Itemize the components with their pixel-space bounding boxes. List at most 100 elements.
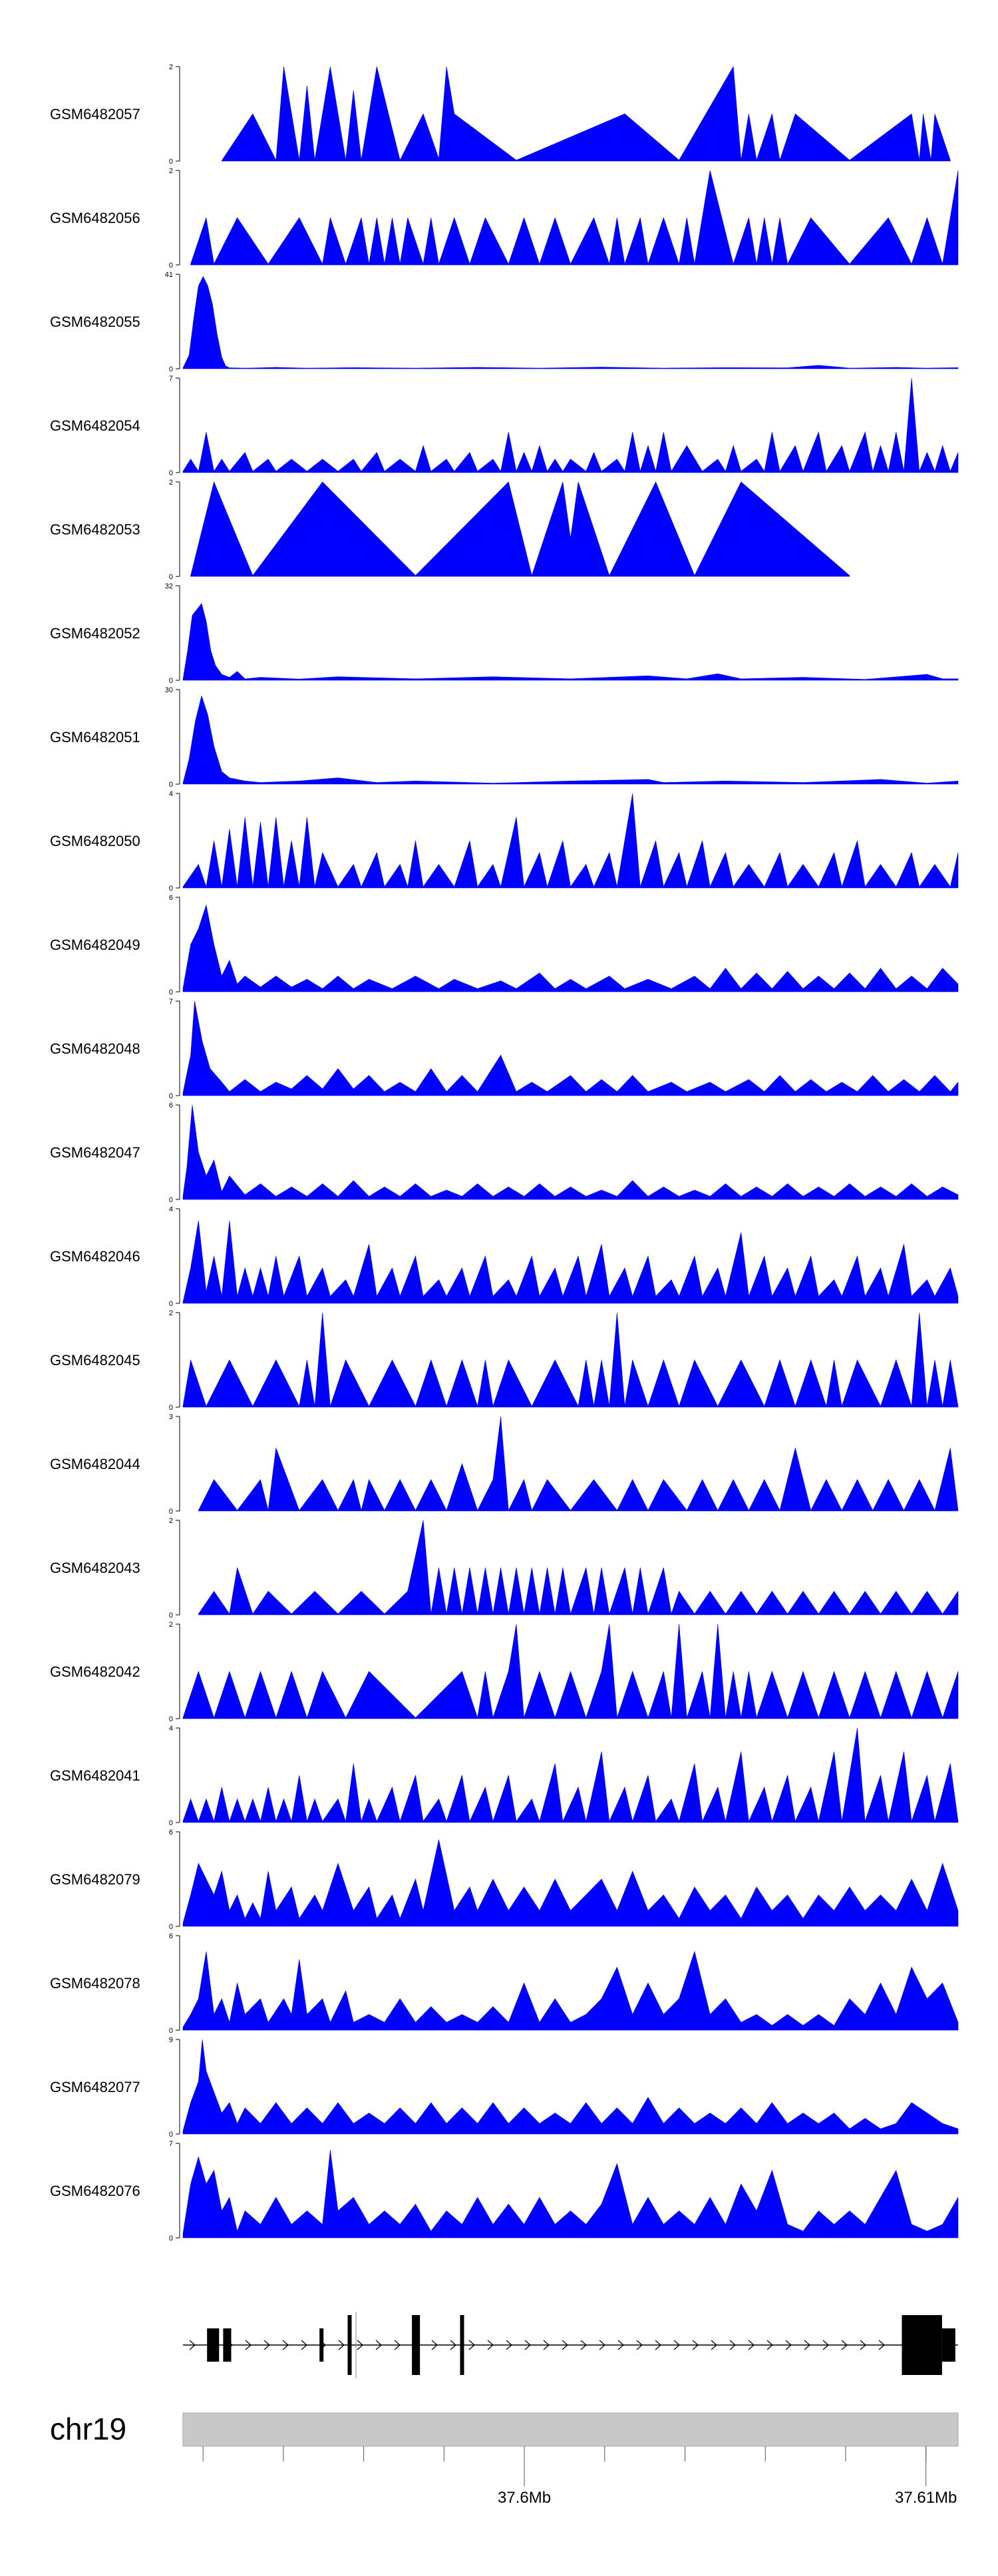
strand-arrow — [878, 2340, 885, 2350]
track-label: GSM6482042 — [50, 1663, 140, 1680]
track-GSM6482042: GSM6482042 2 0 — [50, 1621, 959, 1723]
axis-tick-label: 37.61Mb — [895, 2489, 957, 2507]
strand-arrow — [860, 2340, 866, 2350]
track-GSM6482076: GSM6482076 7 0 — [50, 2140, 959, 2243]
y-tick-label-max: 6 — [169, 894, 173, 902]
strand-arrow — [748, 2340, 754, 2350]
y-tick-label-min: 0 — [169, 2235, 173, 2243]
coverage-area — [182, 1727, 959, 1823]
y-tick-label-max: 2 — [169, 1309, 173, 1317]
strand-arrow — [766, 2340, 773, 2350]
track-GSM6482044: GSM6482044 3 0 — [50, 1413, 959, 1516]
exon-block — [902, 2315, 942, 2375]
y-tick-label-min: 0 — [169, 573, 173, 581]
y-tick-label-max: 2 — [169, 1517, 173, 1525]
y-tick-label-min: 0 — [169, 781, 173, 789]
strand-arrow — [562, 2340, 568, 2350]
track-label: GSM6482057 — [50, 106, 140, 122]
coverage-area — [182, 695, 959, 785]
track-GSM6482049: GSM6482049 6 0 — [50, 894, 959, 996]
track-GSM6482048: GSM6482048 7 0 — [50, 998, 959, 1100]
track-GSM6482079: GSM6482079 6 0 — [50, 1828, 959, 1931]
track-GSM6482041: GSM6482041 4 0 — [50, 1725, 959, 1827]
track-GSM6482055: GSM6482055 41 0 — [50, 271, 959, 373]
y-tick-label-min: 0 — [169, 1300, 173, 1308]
track-GSM6482047: GSM6482047 6 0 — [50, 1102, 959, 1204]
y-tick-label-max: 4 — [169, 790, 173, 798]
exon-block — [460, 2315, 464, 2375]
chromosome-bar — [182, 2412, 959, 2447]
coverage-area — [198, 1520, 959, 1615]
gene-model-track — [183, 2312, 958, 2378]
y-tick-label-min: 0 — [169, 677, 173, 685]
track-GSM6482050: GSM6482050 4 0 — [50, 790, 959, 893]
y-tick-label-min: 0 — [169, 469, 173, 477]
strand-arrow — [599, 2340, 605, 2350]
coverage-area — [182, 1839, 959, 1927]
y-tick-label-max: 2 — [169, 63, 173, 71]
track-label: GSM6482044 — [50, 1456, 140, 1472]
strand-arrow — [431, 2340, 438, 2350]
track-label: GSM6482054 — [50, 417, 140, 434]
y-tick-label-max: 9 — [169, 2036, 173, 2044]
coverage-tracks: GSM648205720GSM648205620GSM6482055410GSM… — [50, 63, 959, 2243]
coverage-area — [182, 1623, 959, 1719]
track-GSM6482046: GSM6482046 4 0 — [50, 1205, 959, 1308]
track-GSM6482045: GSM6482045 2 0 — [50, 1309, 959, 1412]
strand-arrow — [301, 2340, 307, 2350]
strand-arrow — [506, 2340, 512, 2350]
coverage-area — [222, 66, 951, 162]
y-tick-label-min: 0 — [169, 1611, 173, 1619]
exon-block — [347, 2315, 352, 2375]
strand-arrow — [617, 2340, 624, 2350]
y-tick-label-min: 0 — [169, 1923, 173, 1931]
track-label: GSM6482050 — [50, 833, 140, 849]
y-tick-label-max: 6 — [169, 1828, 173, 1836]
strand-arrow — [636, 2340, 643, 2350]
track-label: GSM6482079 — [50, 1871, 140, 1888]
strand-arrow — [245, 2340, 251, 2350]
y-tick-label-max: 7 — [169, 998, 173, 1006]
y-tick-label-max: 7 — [169, 375, 173, 383]
y-tick-label-max: 7 — [169, 2140, 173, 2148]
track-label: GSM6482041 — [50, 1767, 140, 1784]
coverage-area — [182, 793, 959, 889]
strand-arrow — [543, 2340, 550, 2350]
y-tick-label-min: 0 — [169, 1196, 173, 1204]
strand-arrow — [580, 2340, 587, 2350]
coverage-area — [182, 1000, 959, 1096]
y-tick-label-max: 6 — [169, 1932, 173, 1940]
exon-block — [207, 2328, 220, 2362]
y-tick-label-min: 0 — [169, 2027, 173, 2035]
coverage-area — [182, 2150, 959, 2239]
coverage-area — [182, 2039, 959, 2135]
strand-arrow — [189, 2340, 196, 2350]
coverage-area — [182, 904, 959, 992]
coverage-area — [198, 1416, 959, 1512]
exon-block — [412, 2315, 420, 2375]
axis-tick-label: 37.6Mb — [498, 2489, 551, 2507]
strand-arrow — [524, 2340, 531, 2350]
coverage-area — [182, 602, 959, 681]
y-tick-label-min: 0 — [169, 1508, 173, 1516]
y-tick-label-min: 0 — [169, 1404, 173, 1412]
y-tick-label-max: 4 — [169, 1725, 173, 1733]
track-label: GSM6482043 — [50, 1560, 140, 1576]
y-tick-label-min: 0 — [169, 158, 173, 166]
strand-arrow — [673, 2340, 680, 2350]
y-tick-label-max: 3 — [169, 1413, 173, 1421]
exon-block — [223, 2328, 232, 2362]
exon-block — [319, 2328, 324, 2362]
track-GSM6482078: GSM6482078 6 0 — [50, 1932, 959, 2035]
track-GSM6482052: GSM6482052 32 0 — [50, 582, 959, 685]
y-tick-label-max: 4 — [169, 1205, 173, 1213]
exon-utr-block — [941, 2328, 955, 2362]
track-label: GSM6482048 — [50, 1040, 140, 1057]
strand-arrow — [468, 2340, 475, 2350]
y-tick-label-min: 0 — [169, 262, 173, 270]
strand-arrow — [841, 2340, 848, 2350]
strand-arrow — [655, 2340, 661, 2350]
track-label: GSM6482045 — [50, 1352, 140, 1369]
track-GSM6482077: GSM6482077 9 0 — [50, 2036, 959, 2139]
track-GSM6482054: GSM6482054 7 0 — [50, 375, 959, 477]
